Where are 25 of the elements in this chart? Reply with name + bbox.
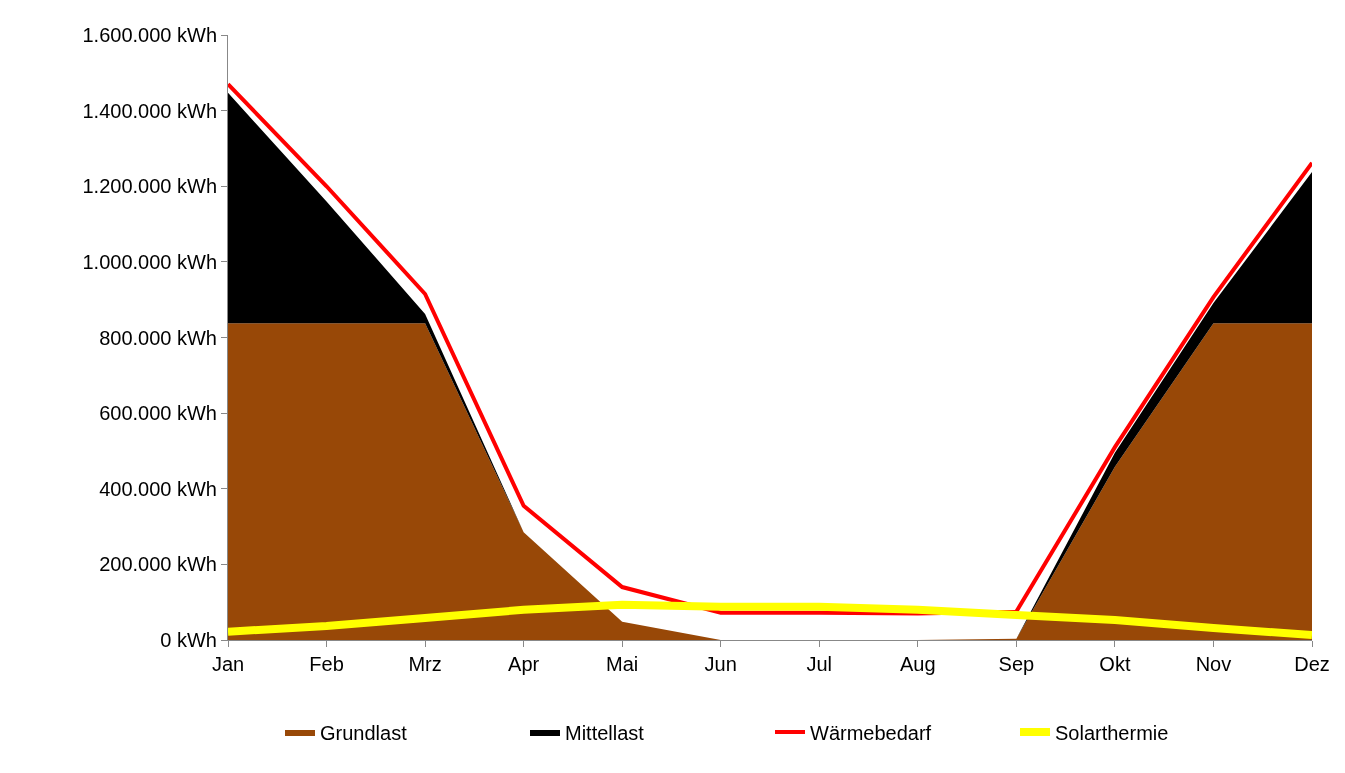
y-tick-label: 200.000 kWh	[99, 553, 217, 576]
y-tick-label: 1.000.000 kWh	[82, 250, 217, 273]
x-tick-label: Jun	[704, 653, 737, 675]
x-tick-label: Aug	[900, 653, 936, 675]
legend-label: Solarthermie	[1055, 721, 1169, 744]
x-tick-label: Apr	[508, 653, 540, 675]
y-tick-label: 1.600.000 kWh	[82, 24, 217, 46]
x-tick-label: Sep	[998, 653, 1035, 675]
x-tick-label: Jul	[806, 653, 833, 675]
legend-label: Wärmebedarf	[810, 721, 932, 744]
x-tick-label: Jan	[211, 653, 245, 675]
x-tick-label: Feb	[309, 653, 344, 675]
x-tick-label: Dez	[1294, 653, 1330, 675]
y-tick-label: 400.000 kWh	[99, 477, 217, 500]
y-tick-label: 0 kWh	[160, 629, 217, 651]
y-tick-label: 1.400.000 kWh	[82, 99, 217, 122]
x-tick-label: Nov	[1195, 653, 1232, 675]
y-tick-label: 600.000 kWh	[99, 402, 217, 425]
y-tick-label: 1.200.000 kWh	[82, 175, 217, 198]
x-tick-label: Okt	[1099, 653, 1131, 675]
x-tick-label: Mai	[606, 653, 639, 675]
x-tick-label: Mrz	[408, 653, 442, 675]
legend-label: Mittellast	[565, 721, 645, 744]
y-tick-label: 800.000 kWh	[99, 326, 217, 349]
legend-label: Grundlast	[320, 721, 408, 744]
